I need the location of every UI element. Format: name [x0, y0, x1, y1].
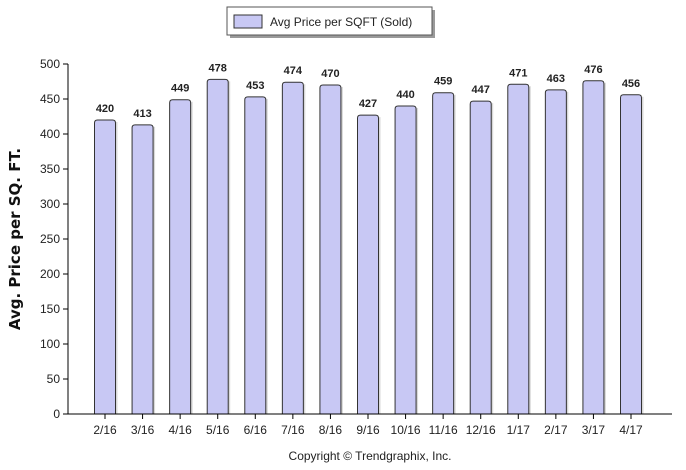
bars: 420 413 449 478 453 474 470 427 440 459 447 471 463 4… — [94, 62, 644, 415]
data-label-3/17: 476 — [584, 64, 602, 76]
x-tick-label-2/16: 2/16 — [93, 423, 117, 437]
data-label-7/16: 474 — [284, 65, 303, 77]
bar-9/16 — [357, 114, 379, 415]
bar-2/16 — [94, 119, 116, 415]
bar-2/17 — [544, 89, 567, 415]
bar-7/16 — [281, 81, 304, 415]
bar-3/17 — [582, 80, 605, 415]
bar-1/17 — [507, 83, 530, 415]
legend: Avg Price per SQFT (Sold) — [226, 6, 435, 38]
legend-swatch — [233, 14, 263, 29]
data-label-5/16: 478 — [209, 62, 227, 74]
bar-5/16 — [206, 78, 229, 415]
data-label-1/17: 471 — [509, 67, 527, 79]
y-tick-label: 150 — [40, 302, 60, 316]
x-tick-label-7/16: 7/16 — [281, 423, 305, 437]
bar-8/16 — [319, 84, 342, 415]
bar-11/16 — [432, 92, 455, 415]
x-tick-label-11/16: 11/16 — [429, 423, 458, 437]
y-tick-label: 250 — [40, 232, 60, 246]
x-tick-label-12/16: 12/16 — [466, 423, 496, 437]
x-tick-label-6/16: 6/16 — [244, 423, 268, 437]
x-tick-label-4/16: 4/16 — [168, 423, 192, 437]
bar-4/16 — [169, 99, 192, 415]
data-label-8/16: 470 — [321, 68, 339, 80]
y-tick-label: 500 — [40, 57, 60, 71]
y-tick-label: 100 — [40, 337, 60, 351]
y-axis: 0 50 100 150 200 250 300 350 400 450 500 — [40, 57, 69, 421]
data-label-6/16: 453 — [246, 80, 264, 92]
bar-10/16 — [394, 105, 417, 415]
x-tick-label-4/17: 4/17 — [619, 423, 643, 437]
data-label-10/16: 440 — [396, 89, 414, 101]
data-label-3/16: 413 — [133, 108, 151, 120]
data-label-9/16: 427 — [359, 98, 377, 110]
y-tick-label: 200 — [40, 267, 60, 281]
bar-4/17 — [620, 94, 642, 415]
x-axis: 2/16 3/16 4/16 5/16 6/16 7/16 8/16 9/16 10/16 11/… — [68, 413, 672, 437]
x-tick-label-5/16: 5/16 — [206, 423, 230, 437]
data-label-4/17: 456 — [622, 78, 640, 90]
data-label-2/17: 463 — [547, 73, 565, 85]
y-tick-label: 300 — [40, 197, 60, 211]
x-tick-label-3/16: 3/16 — [131, 423, 155, 437]
y-tick-label: 50 — [47, 372, 61, 386]
bar-3/16 — [131, 124, 154, 415]
data-label-12/16: 447 — [472, 84, 490, 96]
y-tick-label: 0 — [53, 407, 60, 421]
data-label-11/16: 459 — [434, 76, 452, 88]
bar-6/16 — [244, 96, 267, 415]
data-label-4/16: 449 — [171, 83, 189, 95]
y-axis-title: Avg. Price per SQ. FT. — [6, 148, 24, 330]
copyright-footer: Copyright © Trendgraphix, Inc. — [289, 449, 452, 463]
x-tick-label-9/16: 9/16 — [356, 423, 380, 437]
data-label-2/16: 420 — [96, 103, 114, 115]
y-tick-label: 350 — [40, 162, 60, 176]
y-tick-label: 400 — [40, 127, 60, 141]
x-tick-label-10/16: 10/16 — [391, 423, 421, 437]
x-tick-label-8/16: 8/16 — [319, 423, 343, 437]
x-tick-label-1/17: 1/17 — [507, 423, 531, 437]
x-tick-label-2/17: 2/17 — [544, 423, 568, 437]
legend-label: Avg Price per SQFT (Sold) — [270, 15, 412, 29]
x-tick-label-3/17: 3/17 — [582, 423, 606, 437]
y-tick-label: 450 — [40, 92, 60, 106]
bar-12/16 — [469, 100, 492, 415]
